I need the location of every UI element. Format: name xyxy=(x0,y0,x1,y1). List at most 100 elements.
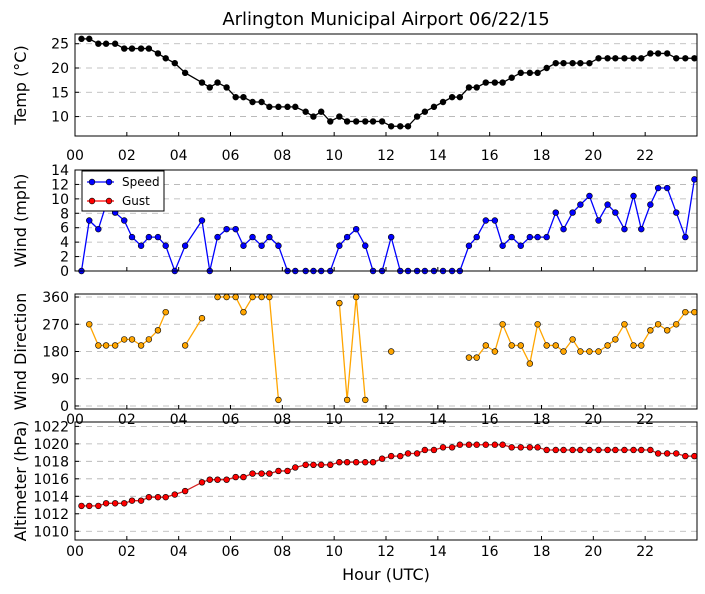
direction-line xyxy=(468,311,695,366)
altimeter-xtick-label: 18 xyxy=(533,544,551,560)
altimeter-xtick-label: 22 xyxy=(636,544,654,560)
direction-xtick-label: 02 xyxy=(118,412,136,428)
temp-ytick-label: 15 xyxy=(51,85,69,101)
speed-point xyxy=(128,233,136,241)
temp-xtick-label: 22 xyxy=(636,148,654,164)
temp-point xyxy=(517,69,524,77)
speed-point xyxy=(560,225,567,233)
direction-line xyxy=(88,311,167,347)
direction-point xyxy=(137,342,145,349)
legend-marker-gust xyxy=(105,197,113,205)
altimeter-point xyxy=(302,461,309,469)
direction-xtick-label: 10 xyxy=(325,412,343,428)
speed-point xyxy=(499,242,506,249)
legend-marker-gust xyxy=(88,197,96,205)
speed-point xyxy=(137,242,145,249)
temp-point xyxy=(128,45,136,52)
altimeter-point xyxy=(121,500,128,507)
wind-ytick-label: 6 xyxy=(60,221,69,237)
speed-point xyxy=(343,233,351,241)
speed-point xyxy=(198,217,206,224)
temp-point xyxy=(491,79,499,86)
direction-point xyxy=(586,348,593,355)
altimeter-point xyxy=(638,446,645,454)
temp-point xyxy=(302,108,309,115)
temp-panel: 10 15 20 25 00 02 04 06 08 10 12 14 16 18 20 22 Temp (°C… xyxy=(11,33,698,164)
altimeter-point xyxy=(336,459,343,466)
speed-point xyxy=(491,217,499,224)
altimeter-point xyxy=(413,450,421,457)
altimeter-xtick-label: 14 xyxy=(429,544,447,560)
speed-point xyxy=(517,242,524,249)
temp-point xyxy=(249,98,256,106)
direction-point xyxy=(214,293,221,301)
temp-point xyxy=(111,40,119,47)
temp-point xyxy=(499,79,506,86)
wind-y-axis-label: Wind (mph) xyxy=(11,174,30,268)
temp-point xyxy=(162,55,169,62)
altimeter-point xyxy=(439,444,447,451)
temp-point xyxy=(223,84,230,91)
temp-point xyxy=(413,113,421,120)
temp-point xyxy=(137,45,145,52)
altimeter-point xyxy=(206,476,213,483)
altimeter-point xyxy=(552,446,559,454)
direction-point xyxy=(473,354,480,361)
legend-marker-speed xyxy=(88,178,96,186)
speed-point xyxy=(275,242,282,249)
direction-point xyxy=(258,293,265,301)
temp-point xyxy=(630,55,637,62)
altimeter-xtick-label: 04 xyxy=(170,544,188,560)
altimeter-point xyxy=(362,459,369,466)
direction-point xyxy=(154,327,162,334)
altimeter-point xyxy=(378,455,386,462)
direction-point xyxy=(275,396,282,404)
altimeter-point xyxy=(595,446,602,454)
direction-point xyxy=(162,308,169,316)
temp-point xyxy=(473,84,480,91)
temp-point xyxy=(266,103,273,111)
direction-y-axis-label: Wind Direction xyxy=(11,293,30,411)
altimeter-point xyxy=(214,476,221,483)
temp-point xyxy=(78,35,85,43)
altimeter-point xyxy=(473,441,480,448)
temp-point xyxy=(121,45,128,52)
altimeter-point xyxy=(258,470,265,477)
altimeter-point xyxy=(499,441,506,448)
temp-axes-frame xyxy=(74,33,698,137)
speed-point xyxy=(577,201,584,208)
temp-point xyxy=(352,118,360,125)
temp-point xyxy=(214,79,221,86)
temp-point xyxy=(240,93,247,101)
temp-xtick-label: 10 xyxy=(325,148,343,164)
direction-point xyxy=(121,336,128,343)
direction-point xyxy=(526,360,534,367)
altimeter-point xyxy=(232,473,239,481)
altimeter-point xyxy=(181,487,189,495)
speed-point xyxy=(638,225,645,233)
speed-point xyxy=(214,233,221,241)
direction-ytick-label: 90 xyxy=(51,372,69,388)
altimeter-point xyxy=(526,444,534,451)
temp-point xyxy=(378,118,386,125)
temp-xtick-label: 08 xyxy=(273,148,291,164)
temp-point xyxy=(275,103,282,111)
temp-point xyxy=(595,55,602,62)
altimeter-xtick-label: 08 xyxy=(273,544,291,560)
temp-xtick-label: 04 xyxy=(170,148,188,164)
altimeter-xtick-label: 16 xyxy=(481,544,499,560)
direction-line xyxy=(184,317,203,346)
wind-axes-frame xyxy=(74,169,698,272)
temp-point xyxy=(362,118,369,125)
temp-point xyxy=(691,55,698,62)
altimeter-point xyxy=(404,450,412,457)
temp-point xyxy=(369,118,377,125)
altimeter-point xyxy=(621,446,628,454)
speed-point xyxy=(654,184,662,192)
altimeter-point xyxy=(397,452,404,460)
wind-ytick-label: 12 xyxy=(51,177,69,193)
direction-point xyxy=(266,293,273,301)
direction-ytick-label: 270 xyxy=(42,317,69,333)
temp-point xyxy=(577,59,584,67)
